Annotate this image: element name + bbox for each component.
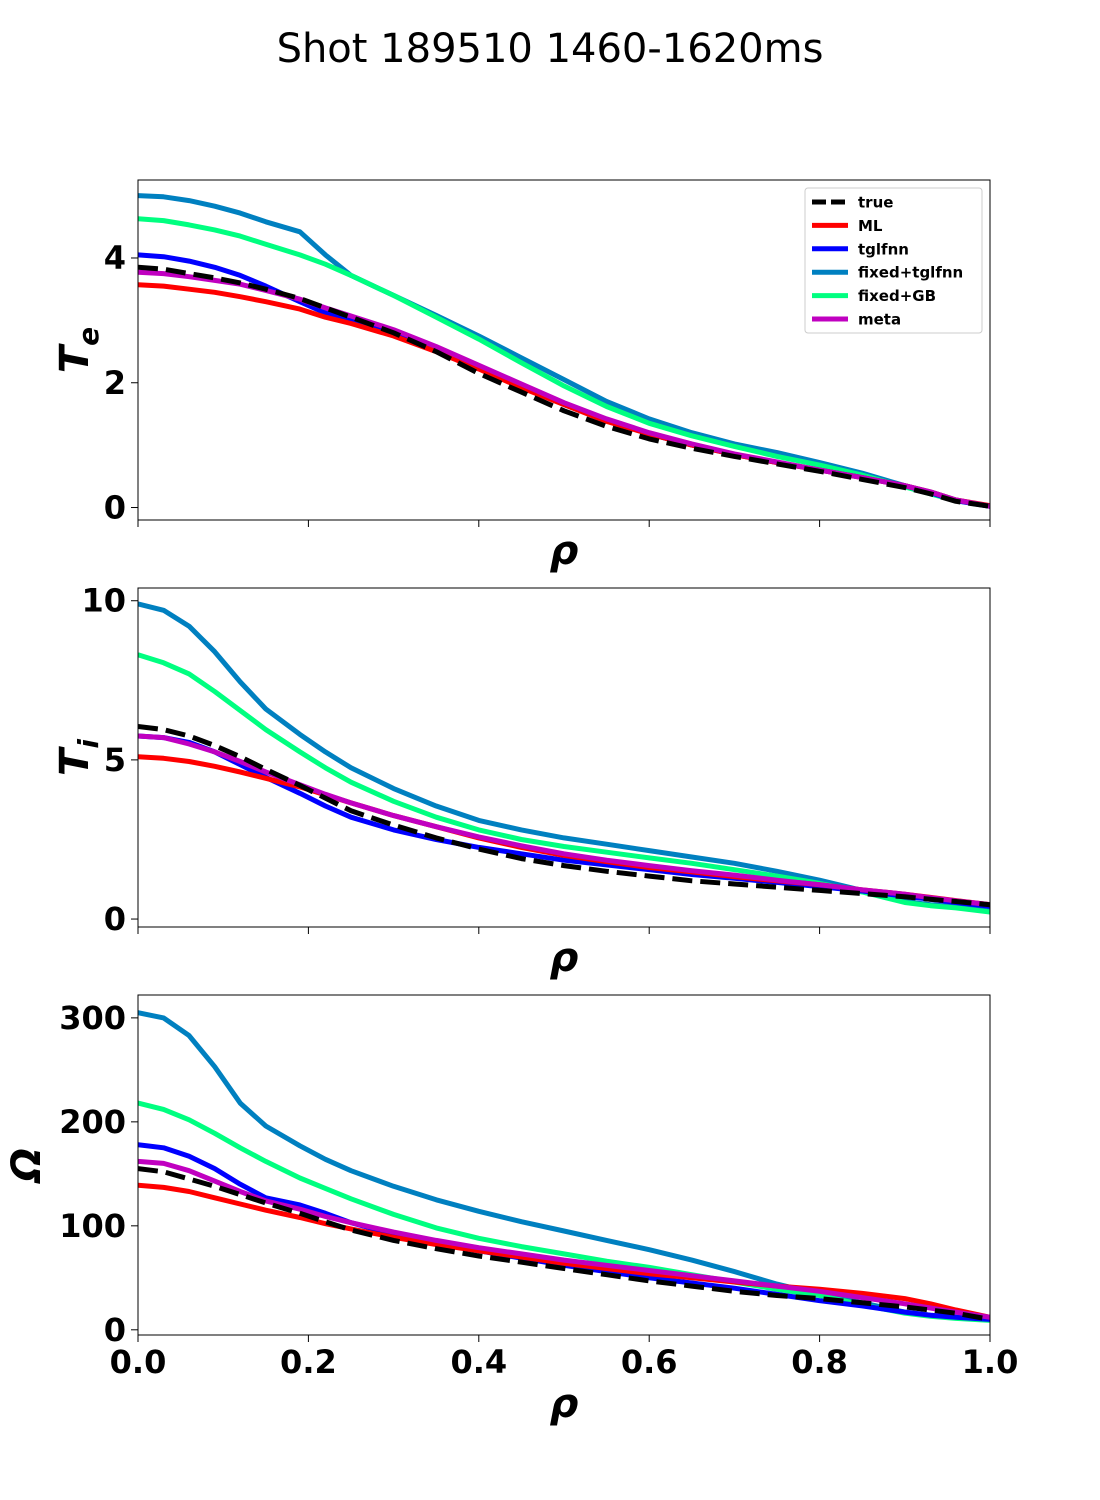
- y-axis-label: Ti: [52, 739, 105, 776]
- series-line-true: [138, 724, 990, 908]
- x-axis-label: ρ: [550, 528, 579, 574]
- panel-2: 0 5 10 ρ Ti: [52, 582, 991, 981]
- legend-box: [804, 187, 983, 334]
- legend-label: ML: [858, 217, 883, 235]
- series-line-meta: [138, 1158, 990, 1320]
- y-tick-label: 4: [104, 239, 126, 277]
- y-axis-label-subscript: e: [72, 327, 105, 346]
- y-tick-label: 0: [104, 489, 126, 527]
- legend-label: meta: [858, 311, 901, 329]
- x-tick-label: 0.8: [791, 1343, 848, 1381]
- series-lines: [138, 1010, 990, 1323]
- series-lines: [138, 193, 990, 509]
- x-tick-label: 0.6: [621, 1343, 678, 1381]
- series-line-true: [138, 1166, 990, 1322]
- y-axis-label: Ω: [4, 1148, 50, 1184]
- x-tick-label: 0.0: [110, 1343, 167, 1381]
- axes-frame: [137, 587, 991, 928]
- y-tick-label: 100: [59, 1207, 126, 1245]
- y-tick-label: 0: [104, 900, 126, 938]
- y-axis-label-main: T: [52, 343, 98, 373]
- figure-title: Shot 189510 1460-1620ms: [277, 26, 824, 72]
- plots: 0 2 4 ρ Te true ML tglfnn fixed+tglfnn fixed+GB me…: [4, 179, 1019, 1427]
- x-tick-label: 0.2: [280, 1343, 337, 1381]
- legend-label: tglfnn: [858, 240, 909, 258]
- series-line-ML: [138, 1182, 990, 1320]
- y-axis-label-main: T: [52, 746, 98, 776]
- y-axis-label-subscript: i: [72, 739, 105, 749]
- y-tick-label: 10: [81, 582, 126, 620]
- series-line-true: [138, 264, 990, 509]
- y-tick-label: 5: [104, 741, 126, 779]
- axes-frame: [137, 994, 991, 1336]
- legend-label: fixed+tglfnn: [858, 264, 963, 282]
- legend-label: fixed+GB: [858, 287, 936, 305]
- y-tick-label: 300: [59, 999, 126, 1037]
- axes-frame: [137, 179, 991, 521]
- x-axis-label: ρ: [550, 935, 579, 981]
- y-tick-label: 0: [104, 1311, 126, 1349]
- y-axis-label-main: Ω: [4, 1148, 50, 1184]
- x-tick-label: 0.4: [450, 1343, 507, 1381]
- y-axis-label: Te: [52, 327, 105, 373]
- y-tick-label: 2: [104, 364, 126, 402]
- panel-3: 0.0 0.2 0.4 0.6 0.8 1.0 0 100 200 300 ρ Ω: [4, 994, 1019, 1427]
- series-line-meta: [138, 733, 990, 908]
- legend: true ML tglfnn fixed+tglfnn fixed+GB meta: [804, 187, 983, 334]
- panel-1: 0 2 4 ρ Te true ML tglfnn fixed+tglfnn fixed+GB me…: [52, 179, 991, 574]
- x-axis-label: ρ: [550, 1381, 579, 1427]
- y-tick-label: 200: [59, 1103, 126, 1141]
- series-lines: [138, 601, 990, 915]
- x-tick-label: 1.0: [962, 1343, 1019, 1381]
- legend-label: true: [858, 194, 893, 212]
